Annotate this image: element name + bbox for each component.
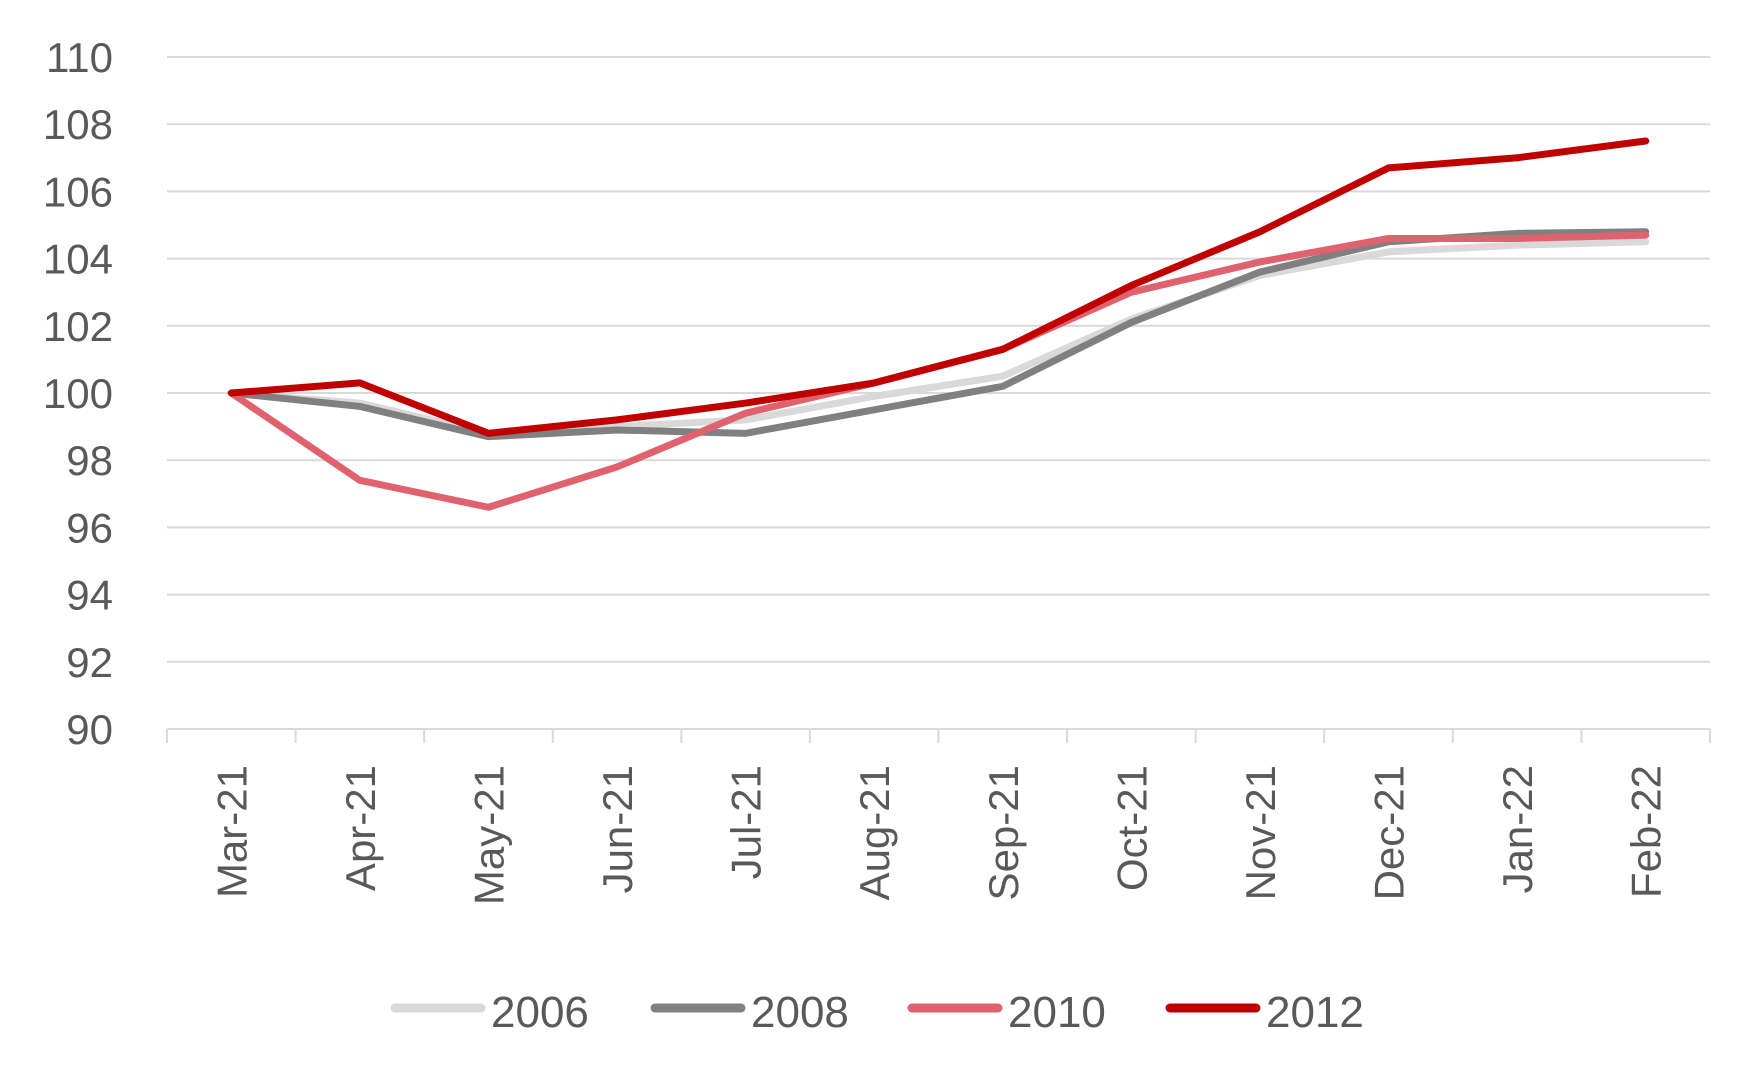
x-tick-label: Mar-21 bbox=[208, 765, 255, 898]
x-tick-label: Jul-21 bbox=[723, 765, 770, 879]
series-line-2012 bbox=[227, 137, 1650, 437]
legend-label-2008: 2008 bbox=[751, 988, 849, 1037]
legend-label-2012: 2012 bbox=[1266, 988, 1364, 1037]
y-tick-label: 102 bbox=[43, 303, 113, 350]
y-tick-label: 106 bbox=[43, 168, 113, 215]
series-line-2010 bbox=[227, 231, 1650, 511]
x-tick-label: Jun-21 bbox=[594, 765, 641, 893]
y-axis-tick-labels: 90 92 94 96 98 100 102 104 106 108 110 bbox=[43, 34, 113, 753]
gridlines bbox=[167, 56, 1710, 663]
x-tick-label: Oct-21 bbox=[1108, 765, 1155, 891]
legend: 2006 2008 2010 2012 bbox=[390, 988, 1364, 1037]
legend-label-2010: 2010 bbox=[1008, 988, 1106, 1037]
series-line-2006 bbox=[227, 238, 1650, 437]
y-tick-label: 104 bbox=[43, 236, 113, 283]
y-tick-label: 110 bbox=[46, 34, 113, 81]
x-tick-label: Jan-22 bbox=[1494, 765, 1541, 893]
x-tick-label: Sep-21 bbox=[980, 765, 1027, 900]
x-axis-tick-labels: Mar-21 Apr-21 May-21 Jun-21 Jul-21 Aug-21 Sep-… bbox=[208, 765, 1669, 905]
x-tick-label: Dec-21 bbox=[1366, 765, 1413, 900]
y-tick-label: 96 bbox=[66, 504, 113, 551]
y-tick-label: 90 bbox=[66, 706, 113, 753]
series-line-2008 bbox=[227, 228, 1650, 441]
x-tick-label: May-21 bbox=[465, 765, 512, 905]
y-tick-label: 100 bbox=[43, 370, 113, 417]
x-tick-label: Feb-22 bbox=[1623, 765, 1670, 898]
x-tick-label: Apr-21 bbox=[337, 765, 384, 891]
x-axis bbox=[166, 728, 1711, 743]
y-tick-label: 92 bbox=[66, 639, 113, 686]
series-lines bbox=[227, 137, 1650, 511]
y-tick-label: 98 bbox=[66, 437, 113, 484]
x-tick-label: Aug-21 bbox=[851, 765, 898, 900]
y-tick-label: 108 bbox=[43, 101, 113, 148]
x-tick-label: Nov-21 bbox=[1237, 765, 1284, 900]
legend-label-2006: 2006 bbox=[491, 988, 589, 1037]
y-tick-label: 94 bbox=[66, 572, 113, 619]
